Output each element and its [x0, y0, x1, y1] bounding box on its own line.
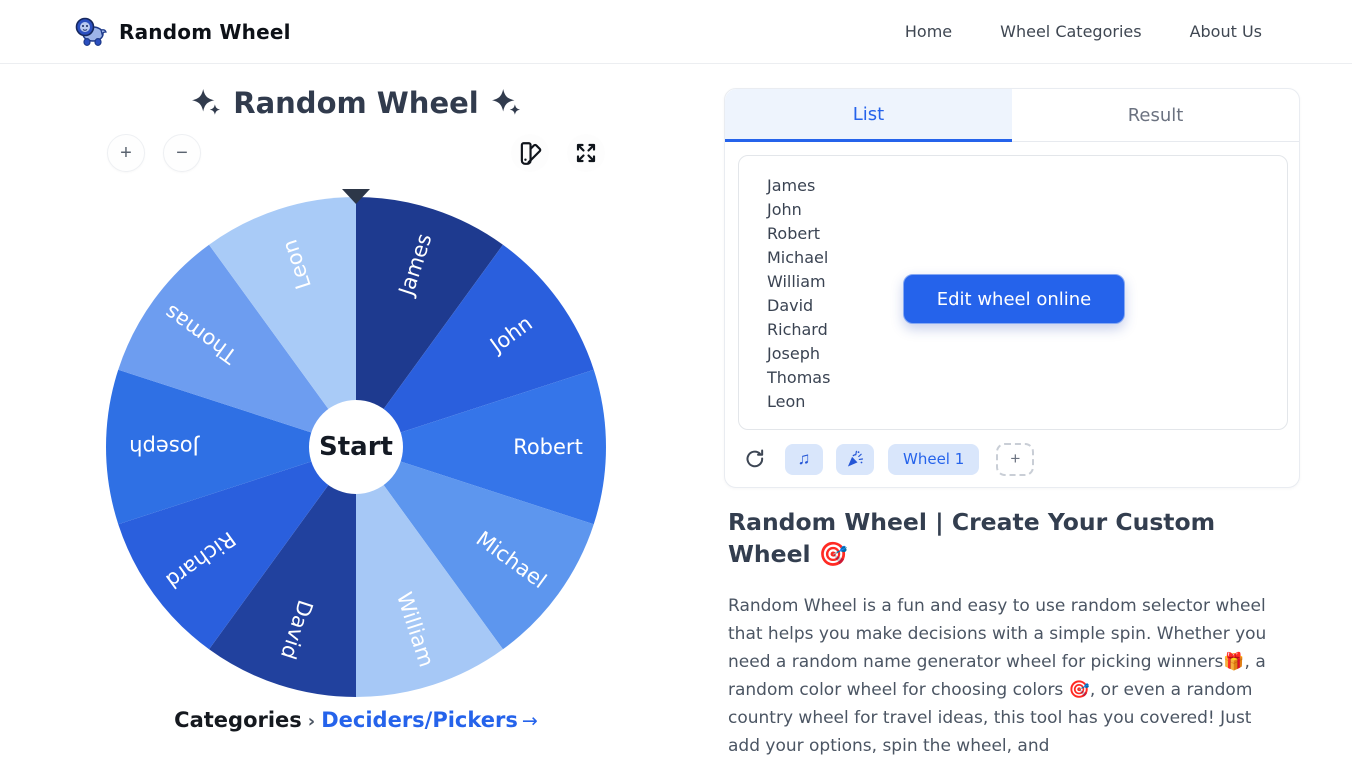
plus-icon: +	[1010, 449, 1021, 468]
wheel-controls: + −	[106, 134, 606, 174]
wheel-segment-label: Robert	[513, 435, 583, 459]
seo-paragraph: Random Wheel is a fun and easy to use ra…	[728, 596, 1267, 756]
edit-wheel-online-button[interactable]: Edit wheel online	[903, 274, 1125, 324]
tab-result[interactable]: Result	[1012, 89, 1299, 142]
seo-heading: Random Wheel | Create Your Custom Wheel …	[728, 508, 1216, 568]
wheel-1-tab-badge[interactable]: Wheel 1	[888, 443, 980, 475]
wheel-segment-robert	[356, 369, 606, 525]
list-item: Richard	[767, 320, 828, 339]
list-item: Joseph	[767, 344, 820, 363]
start-button[interactable]: Start	[309, 400, 403, 494]
expand-icon	[576, 143, 596, 163]
breadcrumb-root[interactable]: Categories	[174, 708, 302, 732]
tab-list[interactable]: List	[725, 89, 1012, 142]
party-popper-icon	[847, 450, 864, 467]
list-item: David	[767, 296, 814, 315]
nav-link-about-us[interactable]: About Us	[1189, 22, 1262, 41]
refresh-button[interactable]	[738, 442, 772, 476]
sparkle-right-icon	[491, 88, 520, 115]
refresh-icon	[746, 449, 764, 468]
wheel-segment-joseph	[106, 369, 356, 525]
nav-links: Home Wheel Categories About Us	[905, 22, 1262, 41]
top-nav: Random Wheel Home Wheel Categories About…	[0, 0, 1352, 64]
minus-icon: −	[176, 141, 188, 164]
wheel-segment-michael	[356, 447, 594, 650]
wheel-segment-james	[356, 197, 503, 447]
fullscreen-button[interactable]	[567, 134, 605, 172]
nav-link-wheel-categories[interactable]: Wheel Categories	[1000, 22, 1142, 41]
wheel: James John Robert Michael William David Richar…	[106, 189, 606, 697]
wheel-segment-label: Joseph	[129, 435, 201, 459]
page-title: Random Wheel	[0, 86, 712, 120]
wheel-section: Random Wheel + −	[0, 64, 712, 760]
list-item: Thomas	[767, 368, 831, 387]
wheel-segment-thomas	[118, 244, 357, 447]
lion-logo-icon	[74, 17, 108, 47]
wheel-segment-richard	[118, 447, 357, 650]
nav-link-home[interactable]: Home	[904, 22, 953, 41]
start-label: Start	[319, 432, 393, 462]
swatchbook-icon	[520, 142, 542, 165]
list-item: James	[767, 176, 816, 195]
confetti-toggle-button[interactable]	[836, 443, 874, 475]
brand[interactable]: Random Wheel	[74, 17, 291, 47]
panel-tabs: List Result	[725, 89, 1299, 142]
wheel-segment-william	[356, 447, 503, 697]
wheel-segment-david	[209, 447, 356, 697]
list-item: John	[767, 200, 802, 219]
breadcrumb: Categories › Deciders/Pickers →	[0, 708, 712, 732]
breadcrumb-category-link[interactable]: Deciders/Pickers	[321, 708, 518, 732]
wheel-pointer-icon	[342, 189, 370, 204]
music-toggle-button[interactable]: ♫	[785, 443, 823, 475]
breadcrumb-separator: ›	[307, 711, 316, 732]
wheel-segment-john	[356, 244, 594, 447]
plus-icon: +	[120, 141, 132, 164]
page-title-text: Random Wheel	[233, 86, 479, 120]
list-item: Michael	[767, 248, 829, 267]
music-note-icon: ♫	[797, 449, 811, 468]
list-panel: List Result James John Robert Michael Wi…	[724, 88, 1300, 488]
list-item: Leon	[767, 392, 806, 411]
brand-title: Random Wheel	[119, 19, 291, 44]
theme-swatch-button[interactable]	[511, 134, 549, 172]
wheel-svg[interactable]: JamesJohnRobertMichaelWilliamDavidRichar…	[106, 197, 606, 697]
list-item: Robert	[767, 224, 821, 243]
panel-toolbar: ♫ Wheel 1 +	[738, 441, 1288, 477]
list-item: William	[767, 272, 826, 291]
wheel-segment-leon	[209, 197, 356, 447]
entries-list[interactable]: James John Robert Michael William David …	[738, 155, 1288, 430]
seo-section: Random Wheel | Create Your Custom Wheel …	[728, 506, 1304, 760]
breadcrumb-arrow-icon[interactable]: →	[521, 710, 538, 732]
sparkle-left-icon	[192, 88, 221, 115]
zoom-out-button[interactable]: −	[163, 134, 201, 172]
add-wheel-button[interactable]: +	[996, 442, 1035, 476]
zoom-in-button[interactable]: +	[107, 134, 145, 172]
